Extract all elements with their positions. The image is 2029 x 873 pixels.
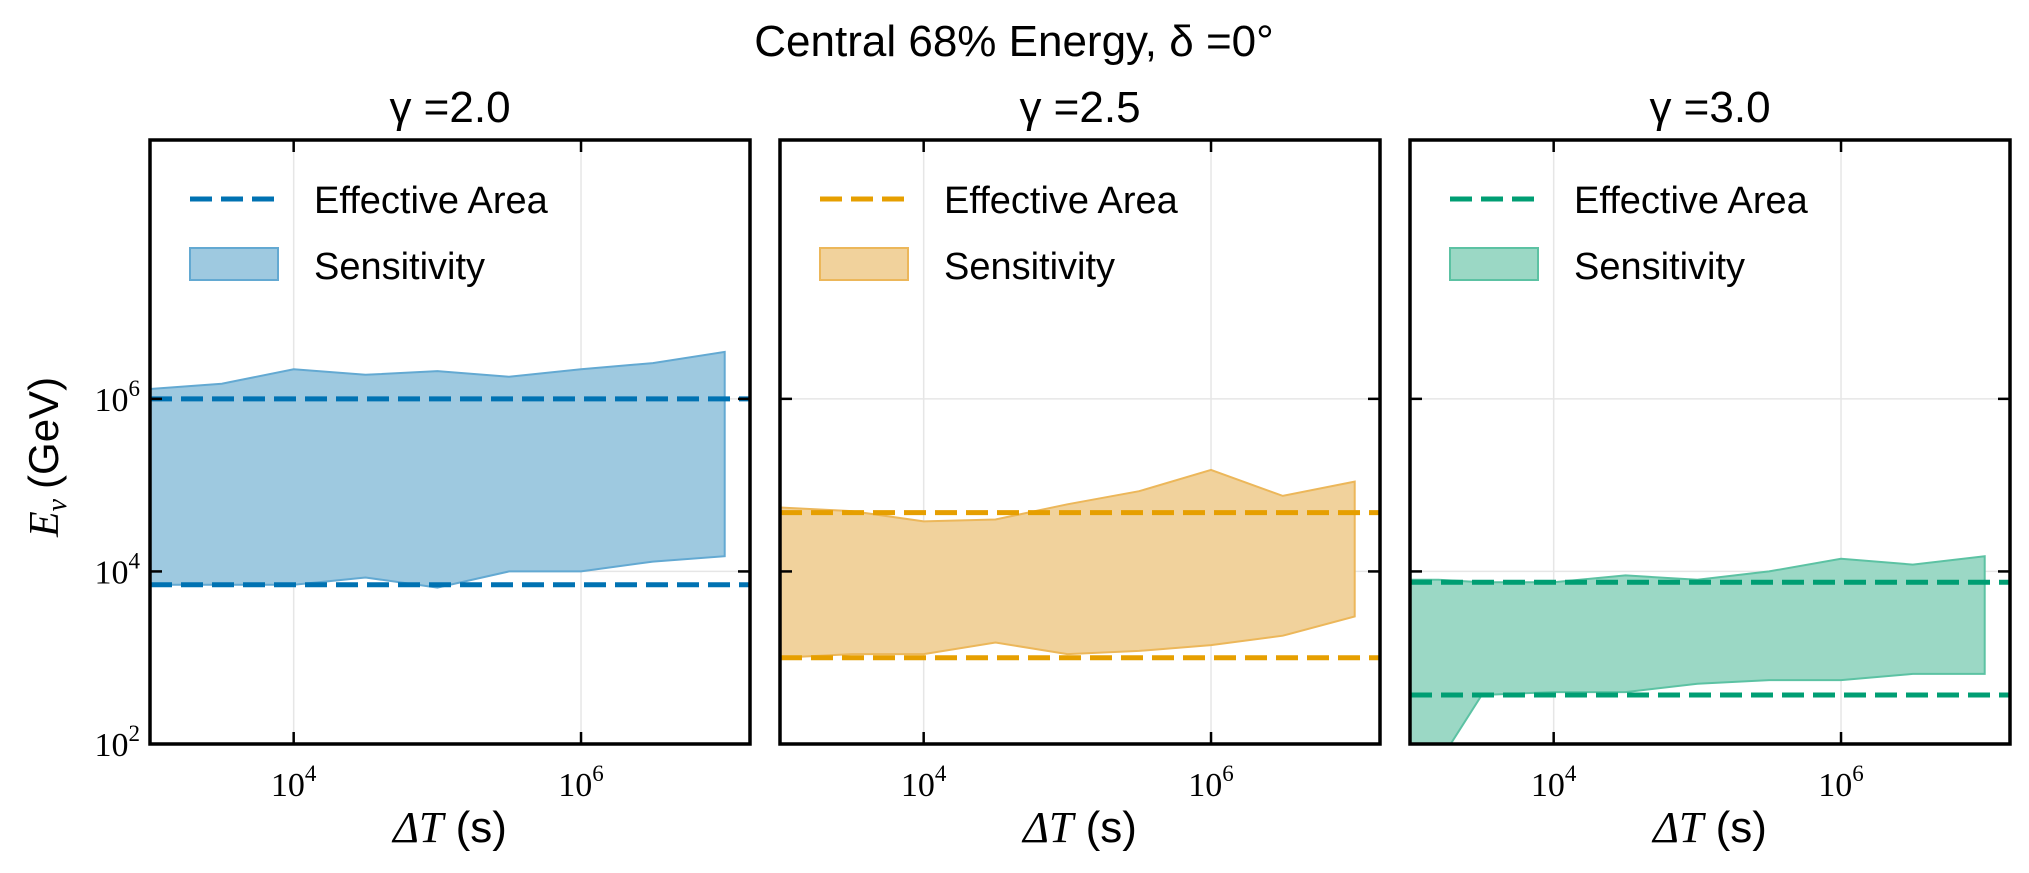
- sensitivity-band: [150, 350, 726, 589]
- figure-title: Central 68% Energy, δ =0°: [754, 17, 1273, 66]
- panel-2: 104 106 γ =2.5 ΔT (s) Effective Area Sensitiv…: [778, 83, 1382, 852]
- x-axis-label: ΔT (s): [1021, 803, 1137, 852]
- panels: 104 106 102 104 106 γ =2.0 ΔT (s) Effective Are…: [95, 83, 2012, 852]
- legend-line-label: Effective Area: [944, 180, 1179, 222]
- legend-band-swatch: [189, 247, 279, 281]
- legend-line-label: Effective Area: [314, 180, 549, 222]
- legend-band-label: Sensitivity: [314, 246, 485, 288]
- panel-3: 104 106 γ =3.0 ΔT (s) Effective Area Sensitiv…: [1408, 83, 2012, 852]
- x-axis-label: ΔT (s): [1651, 803, 1767, 852]
- panel-title: γ =2.0: [389, 83, 510, 132]
- y-axis-label-symbol: E: [22, 511, 68, 538]
- panel-1: 104 106 102 104 106 γ =2.0 ΔT (s) Effective Are…: [95, 83, 752, 852]
- panel-title: γ =3.0: [1649, 83, 1770, 132]
- y-tick-label: 106: [95, 376, 141, 419]
- legend-band-swatch: [1449, 247, 1539, 281]
- plot-frame: [778, 138, 1382, 746]
- legend-band-swatch: [819, 247, 909, 281]
- x-tick-label: 104: [1531, 761, 1577, 804]
- x-tick-label: 106: [558, 761, 604, 804]
- legend: Effective Area Sensitivity: [189, 180, 549, 288]
- x-axis-label: ΔT (s): [391, 803, 507, 852]
- y-axis-label-unit: (GeV): [20, 377, 67, 489]
- sensitivity-band: [780, 468, 1356, 659]
- panel-title: γ =2.5: [1019, 83, 1140, 132]
- plot-frame: [1408, 138, 2012, 746]
- legend-band-label: Sensitivity: [944, 246, 1115, 288]
- plot-frame: [148, 138, 752, 746]
- y-axis-label-subscript: ν: [42, 498, 73, 511]
- legend-line-label: Effective Area: [1574, 180, 1809, 222]
- legend-band-label: Sensitivity: [1574, 246, 1745, 288]
- x-tick-label: 104: [901, 761, 947, 804]
- legend: Effective Area Sensitivity: [819, 180, 1179, 288]
- x-tick-label: 106: [1818, 761, 1864, 804]
- y-tick-label: 104: [95, 548, 141, 591]
- y-tick-label: 102: [95, 721, 141, 764]
- x-tick-label: 104: [271, 761, 317, 804]
- y-axis-label: Eν (GeV): [20, 377, 73, 538]
- legend: Effective Area Sensitivity: [1449, 180, 1809, 288]
- x-tick-label: 106: [1188, 761, 1234, 804]
